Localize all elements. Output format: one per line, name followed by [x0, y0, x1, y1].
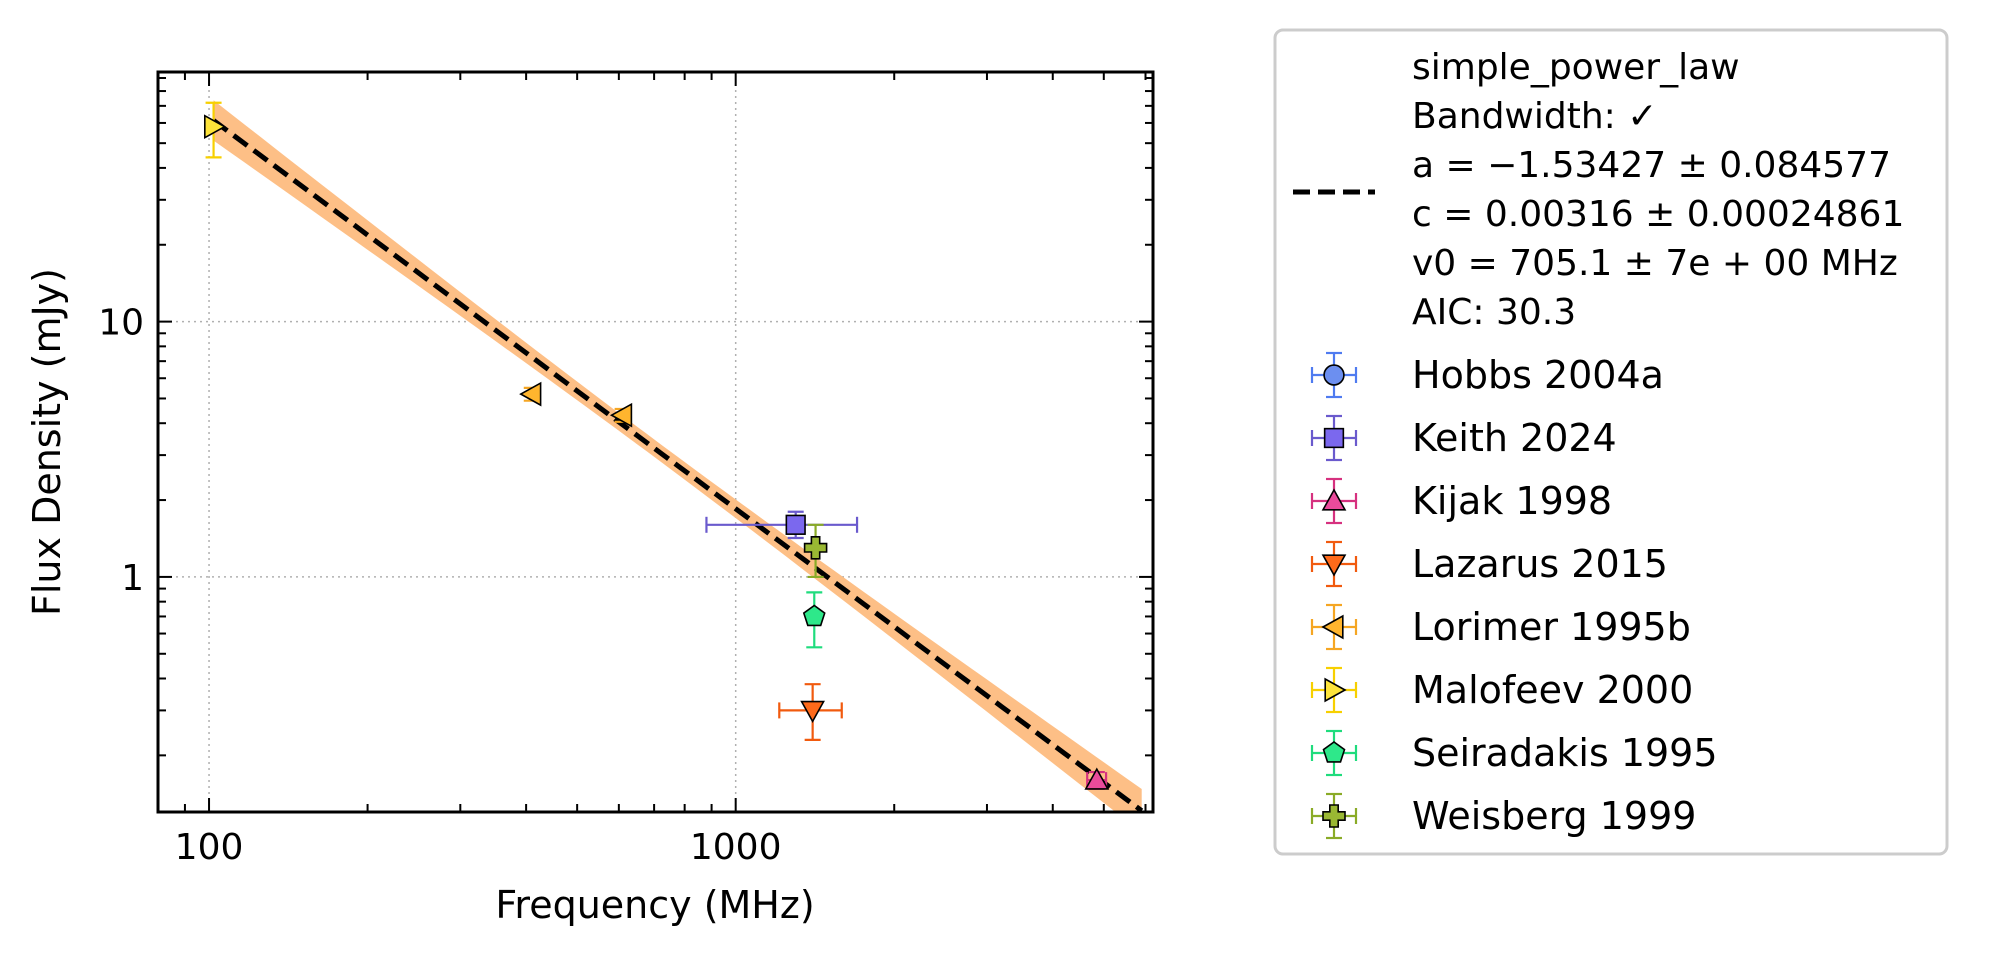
legend-label: Seiradakis 1995 — [1412, 731, 1718, 775]
y-axis-label: Flux Density (mJy) — [25, 268, 69, 616]
legend-label: Keith 2024 — [1412, 416, 1617, 460]
legend-entries: Hobbs 2004a Keith 2024 Kijak 1998 Lazarus 2… — [1310, 351, 1718, 840]
legend-fit-text: simple_power_law Bandwidth: ✓ a = −1.53427… — [1412, 47, 1904, 333]
legend-entry-seiradakis-1995: Seiradakis 1995 — [1310, 729, 1718, 777]
legend-marker-icon — [1321, 614, 1344, 640]
series-lazarus-2015 — [778, 683, 843, 741]
legend-entry-lazarus-2015: Lazarus 2015 — [1310, 540, 1668, 588]
legend-label: Hobbs 2004a — [1412, 353, 1664, 397]
data-point — [204, 114, 227, 140]
legend-marker-icon — [1321, 488, 1347, 511]
fit-confidence-band — [213, 100, 1142, 812]
legend-label: Weisberg 1999 — [1412, 794, 1696, 838]
legend-entry-kijak-1998: Kijak 1998 — [1310, 477, 1612, 525]
legend-fit-line-2: a = −1.53427 ± 0.084577 — [1412, 145, 1891, 186]
legend-marker-icon — [1322, 741, 1346, 763]
y-tick-label: 10 — [98, 303, 144, 344]
x-axis-label: Frequency (MHz) — [495, 883, 814, 927]
legend: simple_power_law Bandwidth: ✓ a = −1.53427… — [1273, 28, 1949, 856]
legend-marker-icon — [1323, 364, 1345, 386]
series-seiradakis-1995 — [802, 591, 826, 649]
series-malofeev-2000 — [204, 101, 227, 159]
grid — [158, 72, 1153, 812]
series-weisberg-1999 — [803, 523, 828, 579]
data-point — [519, 381, 542, 407]
legend-entry-hobbs-2004a: Hobbs 2004a — [1310, 351, 1664, 399]
axis-ticks: 100 1000 1 10 — [98, 72, 1153, 868]
legend-box — [1273, 28, 1949, 856]
y-tick-label: 1 — [121, 558, 144, 599]
data-point — [802, 604, 826, 627]
legend-fit-line-3: c = 0.00316 ± 0.00024861 — [1412, 194, 1904, 235]
legend-marker-icon — [1322, 804, 1346, 828]
legend-entry-malofeev-2000: Malofeev 2000 — [1310, 666, 1693, 714]
legend-fit-line-1: Bandwidth: ✓ — [1412, 96, 1657, 137]
legend-marker-icon — [1323, 427, 1345, 449]
legend-label: Malofeev 2000 — [1412, 668, 1693, 712]
legend-label: Kijak 1998 — [1412, 479, 1612, 523]
legend-entry-keith-2024: Keith 2024 — [1310, 414, 1617, 462]
data-point — [803, 535, 828, 560]
legend-marker-icon — [1321, 554, 1347, 577]
plot-data — [204, 100, 1144, 812]
legend-fit-line-0: simple_power_law — [1412, 47, 1740, 88]
legend-fit-line-5: AIC: 30.3 — [1412, 292, 1576, 333]
legend-entry-weisberg-1999: Weisberg 1999 — [1310, 792, 1696, 840]
legend-fit-line-4: v0 = 705.1 ± 7e + 00 MHz — [1412, 243, 1898, 284]
series-keith-2024 — [705, 510, 859, 540]
plot-frame — [156, 70, 1155, 814]
series-lorimer-1995b — [519, 381, 633, 428]
data-point — [800, 700, 825, 724]
fit-line — [212, 118, 1144, 812]
legend-label: Lazarus 2015 — [1412, 542, 1668, 586]
legend-marker-icon — [1324, 677, 1347, 703]
x-tick-label: 100 — [175, 827, 244, 868]
legend-label: Lorimer 1995b — [1412, 605, 1691, 649]
data-point — [1084, 767, 1110, 790]
legend-entry-lorimer-1995b: Lorimer 1995b — [1310, 603, 1691, 651]
series-kijak-1998 — [1084, 767, 1110, 790]
data-point — [785, 514, 806, 535]
x-tick-label: 1000 — [690, 827, 782, 868]
data-point — [609, 402, 633, 428]
